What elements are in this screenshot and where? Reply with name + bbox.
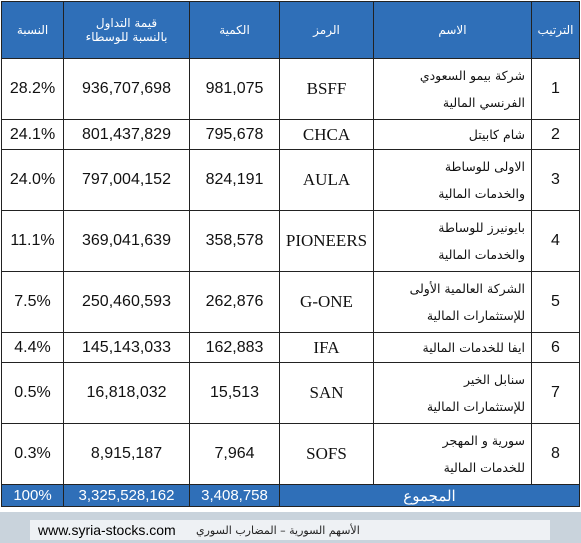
table-cell: 5: [531, 271, 580, 333]
cell-line: الفرنسي المالية: [442, 95, 525, 110]
data-row: 7 سنابل الخير للإستثمارات المالية SAN 15,513…: [1, 362, 580, 424]
table-cell: 15,513: [189, 362, 280, 424]
table-cell: شام كابيتل: [373, 119, 532, 150]
cell-line: الشركة العالمية الأولى: [409, 281, 525, 296]
data-row: 6 ايفا للخدمات المالية IFA 162,883 145,143,0…: [1, 332, 580, 363]
table-cell: 6: [531, 332, 580, 363]
cell-line: والخدمات المالية: [438, 247, 525, 262]
table-cell: 262,876: [189, 271, 280, 333]
table-cell: شركة بيمو السعودي الفرنسي المالية: [373, 58, 532, 120]
table-cell: 2: [531, 119, 580, 150]
cell-line: شركة بيمو السعودي: [419, 68, 525, 83]
table-cell: 0.3%: [1, 423, 64, 485]
cell-line: شام كابيتل: [468, 127, 525, 142]
table-body: 1 شركة بيمو السعودي الفرنسي المالية BSFF 981…: [1, 58, 580, 507]
table-cell: G-ONE: [279, 271, 374, 333]
table-cell: 824,191: [189, 149, 280, 211]
table-cell: الشركة العالمية الأولى للإستثمارات المالي…: [373, 271, 532, 333]
table-cell: ايفا للخدمات المالية: [373, 332, 532, 363]
table-cell: IFA: [279, 332, 374, 363]
header-cell: الترتيب: [531, 1, 580, 59]
header-cell: النسبة: [1, 1, 64, 59]
cell-line: والخدمات المالية: [438, 186, 525, 201]
broker-table: الترتيب الاسم الرمز الكمية قيمة التداول بالنس…: [1, 1, 580, 507]
table-cell: 795,678: [189, 119, 280, 150]
table-cell: SAN: [279, 362, 374, 424]
table-cell: 3: [531, 149, 580, 211]
table-cell: 4.4%: [1, 332, 64, 363]
table-cell: 24.0%: [1, 149, 64, 211]
cell-line: قيمة التداول: [95, 16, 158, 30]
table-cell: 1: [531, 58, 580, 120]
table-cell: 11.1%: [1, 210, 64, 272]
cell-line: ايفا للخدمات المالية: [422, 340, 525, 355]
table-cell: 981,075: [189, 58, 280, 120]
table-cell: 7: [531, 362, 580, 424]
data-row: 5 الشركة العالمية الأولى للإستثمارات المال…: [1, 271, 580, 333]
total-row: المجموع 3,408,758 3,325,528,162 100%: [1, 484, 580, 507]
table-cell: SOFS: [279, 423, 374, 485]
table-cell: 0.5%: [1, 362, 64, 424]
table-cell: بايونيرز للوساطة والخدمات المالية: [373, 210, 532, 272]
cell-line: بايونيرز للوساطة: [438, 220, 525, 235]
table-cell: 28.2%: [1, 58, 64, 120]
cell-line: للإستثمارات المالية: [426, 399, 525, 414]
table-cell: 7.5%: [1, 271, 64, 333]
total-label: المجموع: [279, 484, 580, 507]
cell-line: بالنسبة للوسطاء: [85, 30, 168, 44]
table-cell: CHCA: [279, 119, 374, 150]
data-row: 8 سورية و المهجر للخدمات المالية SOFS 7,964 8…: [1, 423, 580, 485]
table-cell: سنابل الخير للإستثمارات المالية: [373, 362, 532, 424]
header-cell: الاسم: [373, 1, 532, 59]
table-cell: 797,004,152: [63, 149, 190, 211]
data-row: 1 شركة بيمو السعودي الفرنسي المالية BSFF 981…: [1, 58, 580, 120]
table-cell: الاولى للوساطة والخدمات المالية: [373, 149, 532, 211]
table-cell: 162,883: [189, 332, 280, 363]
site-url: www.syria-stocks.com: [38, 522, 176, 538]
data-row: 3 الاولى للوساطة والخدمات المالية AULA 824,1…: [1, 149, 580, 211]
footer-band: [30, 520, 550, 540]
cell-line: سنابل الخير: [464, 372, 525, 387]
footer: www.syria-stocks.com الأسهم السورية – ال…: [0, 512, 581, 543]
table-cell: 145,143,033: [63, 332, 190, 363]
data-row: 4 بايونيرز للوساطة والخدمات المالية PIONEER…: [1, 210, 580, 272]
header-row: الترتيب الاسم الرمز الكمية قيمة التداول بالنس…: [1, 1, 580, 59]
table-cell: 358,578: [189, 210, 280, 272]
table-cell: 250,460,593: [63, 271, 190, 333]
table-cell: 8: [531, 423, 580, 485]
cell-line: الاولى للوساطة: [444, 159, 525, 174]
total-value: 3,325,528,162: [63, 484, 190, 507]
header-cell: الكمية: [189, 1, 280, 59]
table-cell: 8,915,187: [63, 423, 190, 485]
table-cell: 369,041,639: [63, 210, 190, 272]
table-cell: 801,437,829: [63, 119, 190, 150]
cell-line: للخدمات المالية: [443, 460, 525, 475]
table-cell: 936,707,698: [63, 58, 190, 120]
total-percent: 100%: [1, 484, 64, 507]
footer-caption: الأسهم السورية – المضارب السوري: [196, 524, 360, 537]
table-cell: BSFF: [279, 58, 374, 120]
table-cell: 16,818,032: [63, 362, 190, 424]
table-cell: 24.1%: [1, 119, 64, 150]
cell-line: سورية و المهجر: [442, 433, 525, 448]
table-cell: سورية و المهجر للخدمات المالية: [373, 423, 532, 485]
table-cell: PIONEERS: [279, 210, 374, 272]
cell-line: للإستثمارات المالية: [426, 308, 525, 323]
header-cell: قيمة التداول بالنسبة للوسطاء: [63, 1, 190, 59]
data-row: 2 شام كابيتل CHCA 795,678 801,437,829 24.1%: [1, 119, 580, 150]
table-cell: 4: [531, 210, 580, 272]
header-cell: الرمز: [279, 1, 374, 59]
total-quantity: 3,408,758: [189, 484, 280, 507]
table-cell: 7,964: [189, 423, 280, 485]
table-cell: AULA: [279, 149, 374, 211]
